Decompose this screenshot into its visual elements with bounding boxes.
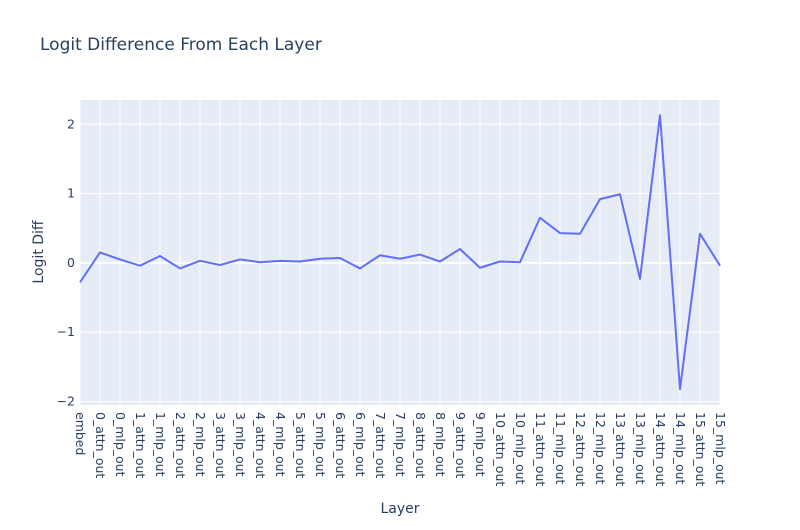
x-tick-label: 3_attn_out xyxy=(213,412,228,478)
x-tick-label: 14_mlp_out xyxy=(673,412,688,485)
x-tick-label: 5_attn_out xyxy=(293,412,308,478)
x-tick-label: 8_mlp_out xyxy=(433,412,448,477)
x-tick-label: 13_mlp_out xyxy=(633,412,648,485)
x-tick-label: 1_mlp_out xyxy=(153,412,168,477)
x-tick-label: 9_mlp_out xyxy=(473,412,488,477)
x-tick-label: 4_mlp_out xyxy=(273,412,288,477)
y-tick-label: 0 xyxy=(67,255,75,270)
x-tick-label: 12_attn_out xyxy=(573,412,588,486)
x-tick-label: 2_mlp_out xyxy=(193,412,208,477)
x-tick-label: 5_mlp_out xyxy=(313,412,328,477)
y-tick-label: 1 xyxy=(67,186,75,201)
x-tick-label: 7_attn_out xyxy=(373,412,388,478)
x-tick-label: 12_mlp_out xyxy=(593,412,608,485)
y-tick-label: −1 xyxy=(57,324,75,339)
x-tick-label: 0_mlp_out xyxy=(113,412,128,477)
x-tick-label: 13_attn_out xyxy=(613,412,628,486)
x-tick-label: 11_mlp_out xyxy=(553,412,568,485)
x-tick-label: 3_mlp_out xyxy=(233,412,248,477)
x-tick-label: 9_attn_out xyxy=(453,412,468,478)
y-tick-labels: 2 1 0 −1 −2 xyxy=(57,116,75,408)
x-tick-labels: embed 0_attn_out 0_mlp_out 1_attn_out 1_mlp_… xyxy=(73,412,728,486)
x-tick-label: embed xyxy=(73,412,88,455)
grid-lines xyxy=(79,100,721,405)
x-tick-label: 0_attn_out xyxy=(93,412,108,478)
x-tick-label: 7_mlp_out xyxy=(393,412,408,477)
series-line xyxy=(79,114,721,391)
x-tick-label: 2_attn_out xyxy=(173,412,188,478)
x-tick-label: 4_attn_out xyxy=(253,412,268,478)
x-tick-label: 10_mlp_out xyxy=(513,412,528,485)
chart-title: Logit Difference From Each Layer xyxy=(40,35,322,55)
x-tick-label: 6_attn_out xyxy=(333,412,348,478)
series-layer xyxy=(79,114,721,391)
x-tick-label: 1_attn_out xyxy=(133,412,148,478)
x-tick-label: 14_attn_out xyxy=(653,412,668,486)
x-tick-label: 15_mlp_out xyxy=(713,412,728,485)
y-axis-title: Logit Diff xyxy=(31,220,47,284)
x-tick-label: 8_attn_out xyxy=(413,412,428,478)
y-tick-label: 2 xyxy=(67,116,75,131)
x-tick-label: 11_attn_out xyxy=(533,412,548,486)
y-tick-label: −2 xyxy=(57,394,75,409)
x-axis-title: Layer xyxy=(380,501,419,517)
x-tick-label: 10_attn_out xyxy=(493,412,508,486)
x-tick-label: 15_attn_out xyxy=(693,412,708,486)
x-tick-label: 6_mlp_out xyxy=(353,412,368,477)
